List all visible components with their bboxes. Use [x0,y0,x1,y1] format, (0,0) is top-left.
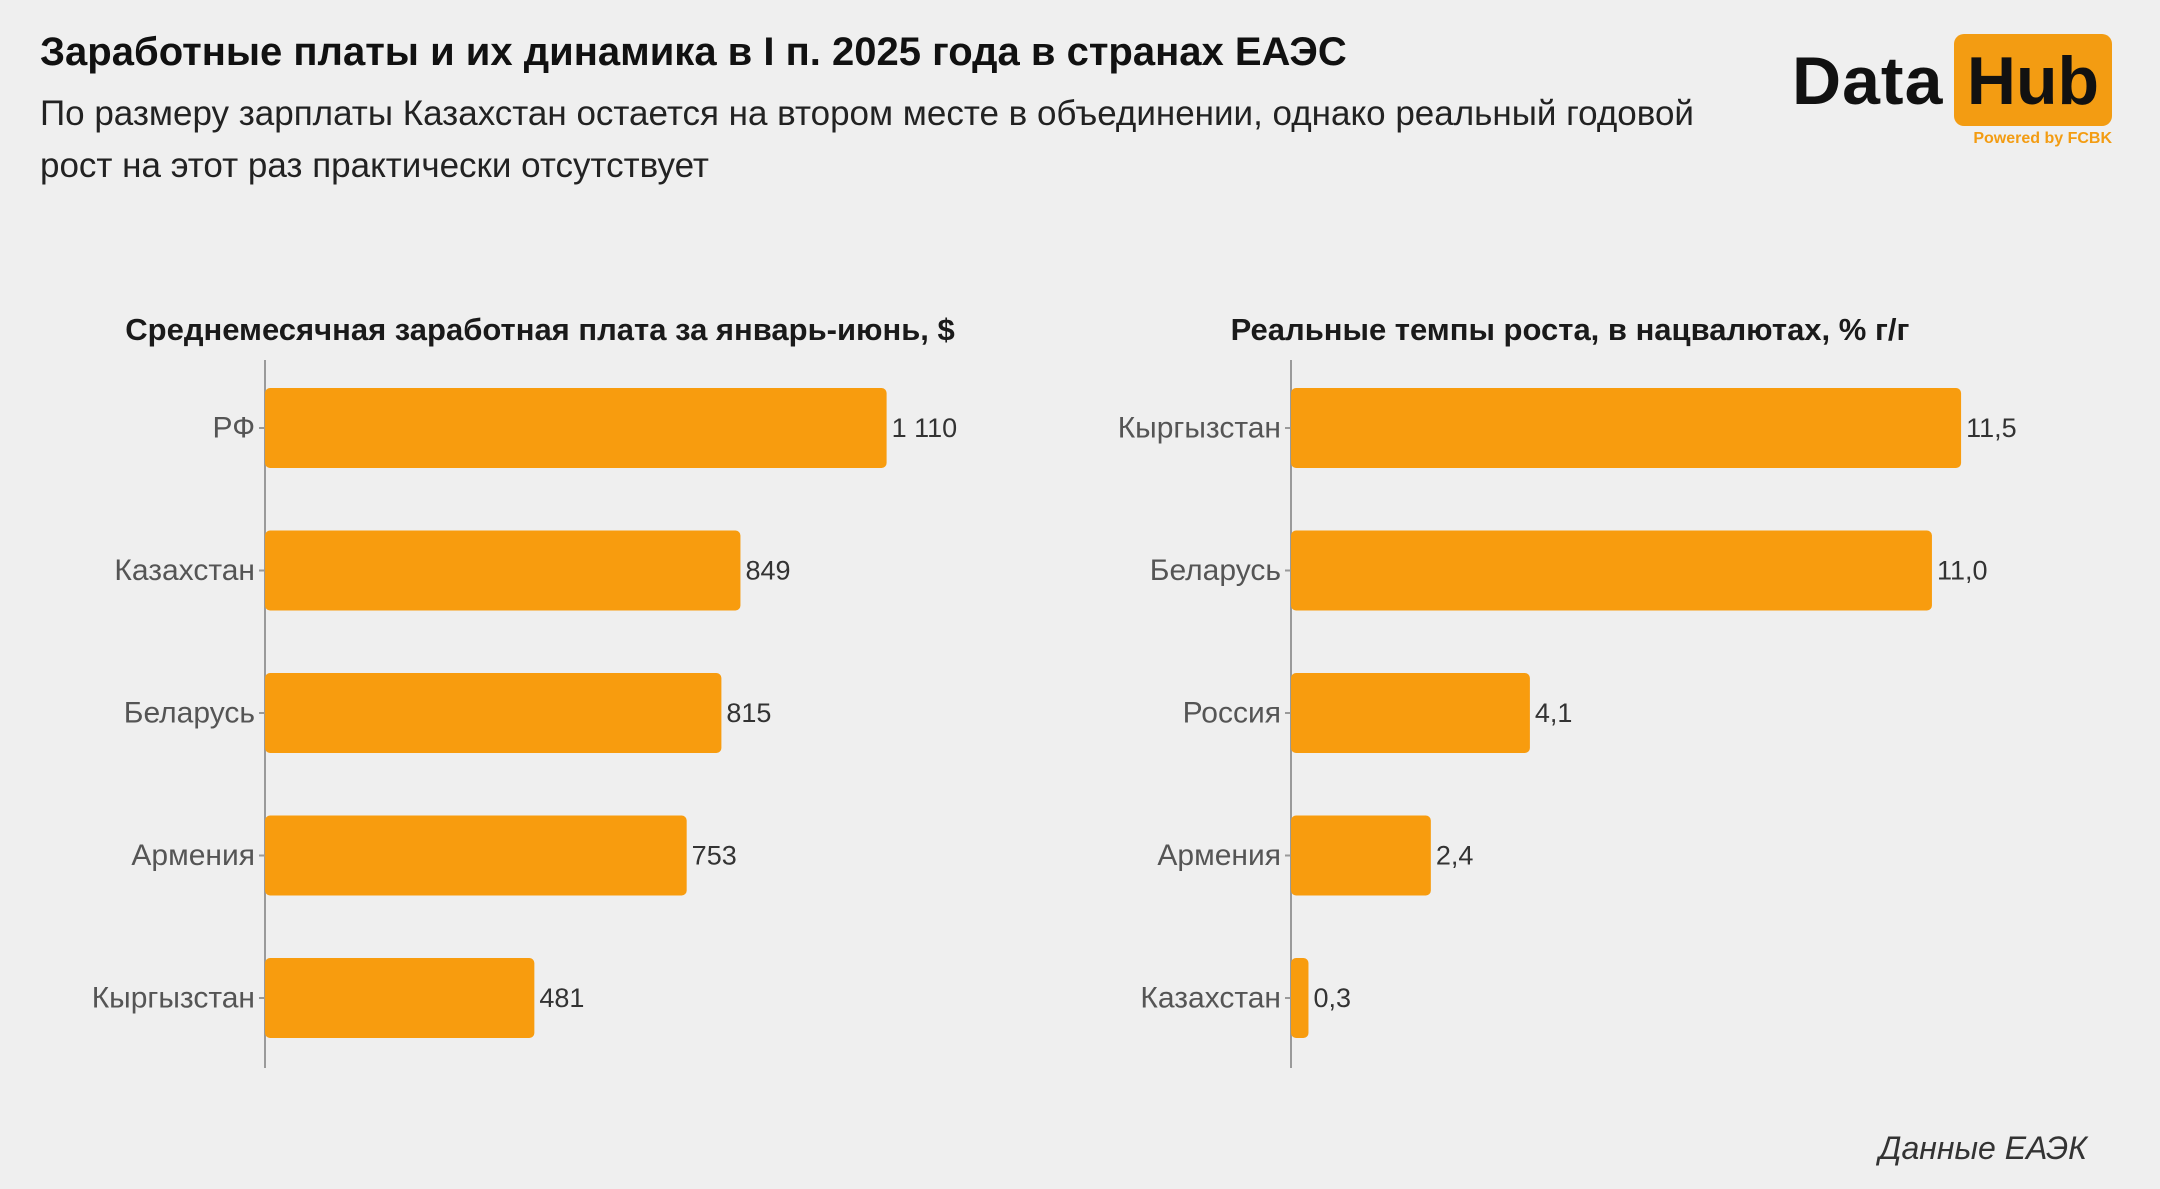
growth-bar-chart: Кыргызстан 11,5 Беларусь 11,0 Россия 4,1 Армен… [1118,360,2017,1068]
growth-value-label: 11,0 [1937,556,1988,586]
source-note: Данные ЕАЭК [1878,1130,2087,1166]
growth-value-label: 11,5 [1966,413,2017,443]
salary-bar [265,673,722,753]
salary-bar [265,530,741,611]
growth-value-label: 4,1 [1535,698,1573,728]
salary-value-label: 849 [745,556,790,586]
salary-bar [265,958,535,1038]
growth-bar [1291,673,1530,753]
logo-data-word: Data [1792,43,1944,119]
salary-value-label: 753 [692,841,737,871]
growth-category-label: Армения [1157,839,1281,872]
salary-bar [265,388,887,468]
logo-hub-word: Hub [1966,43,2100,119]
logo-hub-box: Hub [1954,34,2112,126]
growth-bar [1291,958,1309,1038]
growth-category-label: Казахстан [1140,982,1281,1015]
growth-bar [1291,815,1431,896]
salary-value-label: 815 [726,698,771,728]
salary-category-label: Беларусь [124,697,255,730]
right-chart-title: Реальные темпы роста, в нацвалютах, % г/… [1230,312,1910,347]
logo-tagline: Powered by FCBK [1973,130,2112,147]
growth-category-label: Россия [1183,697,1281,730]
salary-bar [265,815,687,896]
salary-category-label: Кыргызстан [92,982,255,1015]
growth-bar [1291,388,1962,468]
growth-value-label: 2,4 [1436,841,1474,871]
salary-bar-chart: РФ 1 110 Казахстан 849 Беларусь 815 Армения 753… [92,360,958,1068]
salary-value-label: 481 [539,983,584,1013]
salary-category-label: РФ [213,412,255,445]
salary-value-label: 1 110 [892,413,958,443]
datahub-logo: Data Hub Powered by FCBK [1792,34,2114,154]
growth-bar [1291,530,1932,611]
growth-category-label: Беларусь [1150,554,1281,587]
left-chart-title: Среднемесячная заработная плата за январ… [125,312,955,347]
chart-title: Заработные платы и их динамика в I п. 20… [40,30,1347,74]
salary-category-label: Казахстан [114,554,255,587]
salary-category-label: Армения [131,839,255,872]
chart-subtitle: По размеру зарплаты Казахстан остается н… [40,94,1694,185]
growth-category-label: Кыргызстан [1118,412,1281,445]
growth-value-label: 0,3 [1313,983,1351,1013]
